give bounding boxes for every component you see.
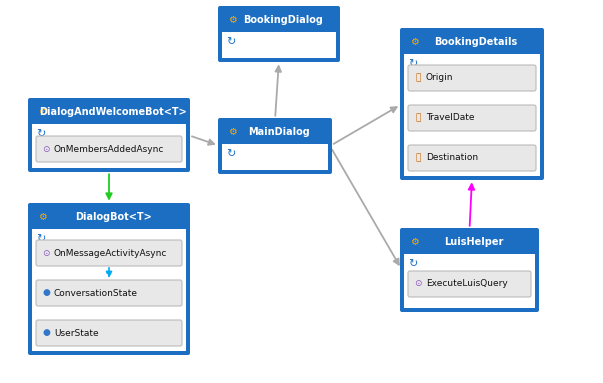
Text: LuisHelper: LuisHelper xyxy=(444,237,503,247)
FancyBboxPatch shape xyxy=(408,145,536,171)
Text: DialogAndWelcomeBot<T>: DialogAndWelcomeBot<T> xyxy=(39,107,187,117)
Text: DialogBot<T>: DialogBot<T> xyxy=(75,212,151,222)
Text: ⊙: ⊙ xyxy=(42,249,50,257)
Text: OnMembersAddedAsync: OnMembersAddedAsync xyxy=(54,144,165,154)
Text: ⚙: ⚙ xyxy=(410,237,418,247)
FancyBboxPatch shape xyxy=(218,118,332,174)
FancyBboxPatch shape xyxy=(36,240,182,266)
Text: ⚙: ⚙ xyxy=(38,212,47,222)
Text: Destination: Destination xyxy=(426,154,478,162)
FancyBboxPatch shape xyxy=(404,54,540,176)
Text: UserState: UserState xyxy=(54,329,99,337)
Text: 🔧: 🔧 xyxy=(415,113,421,123)
FancyBboxPatch shape xyxy=(36,320,182,346)
FancyBboxPatch shape xyxy=(404,254,535,308)
FancyBboxPatch shape xyxy=(32,207,186,229)
FancyBboxPatch shape xyxy=(222,32,336,58)
FancyBboxPatch shape xyxy=(32,124,186,168)
FancyBboxPatch shape xyxy=(404,32,540,54)
FancyBboxPatch shape xyxy=(36,280,182,306)
Text: MainDialog: MainDialog xyxy=(248,127,310,137)
FancyBboxPatch shape xyxy=(408,105,536,131)
FancyBboxPatch shape xyxy=(32,102,186,124)
Text: ↻: ↻ xyxy=(408,259,417,269)
FancyBboxPatch shape xyxy=(222,144,328,170)
FancyBboxPatch shape xyxy=(408,65,536,91)
Text: ConversationState: ConversationState xyxy=(54,288,138,298)
Text: ⚙: ⚙ xyxy=(228,15,237,25)
FancyBboxPatch shape xyxy=(222,122,328,144)
Text: ⚙: ⚙ xyxy=(410,37,418,47)
FancyBboxPatch shape xyxy=(400,228,539,312)
Text: 🔧: 🔧 xyxy=(415,154,421,162)
FancyBboxPatch shape xyxy=(218,6,340,62)
FancyBboxPatch shape xyxy=(222,10,336,32)
FancyBboxPatch shape xyxy=(36,136,182,162)
Text: 🔧: 🔧 xyxy=(415,74,421,82)
FancyBboxPatch shape xyxy=(28,203,190,355)
Text: ↻: ↻ xyxy=(226,37,235,47)
Text: ↻: ↻ xyxy=(408,59,417,69)
Text: ExecuteLuisQuery: ExecuteLuisQuery xyxy=(426,280,508,288)
Text: ⚙: ⚙ xyxy=(38,107,47,117)
Text: ↻: ↻ xyxy=(226,149,235,159)
Text: ●: ● xyxy=(42,329,50,337)
Text: BookingDialog: BookingDialog xyxy=(243,15,323,25)
Text: ⊙: ⊙ xyxy=(42,144,50,154)
Text: ↻: ↻ xyxy=(36,129,45,139)
Text: OnMessageActivityAsync: OnMessageActivityAsync xyxy=(54,249,168,257)
Text: ●: ● xyxy=(42,288,50,298)
Text: ⊙: ⊙ xyxy=(414,280,421,288)
Text: TravelDate: TravelDate xyxy=(426,113,475,123)
Text: BookingDetails: BookingDetails xyxy=(434,37,517,47)
Text: Origin: Origin xyxy=(426,74,453,82)
FancyBboxPatch shape xyxy=(28,98,190,172)
FancyBboxPatch shape xyxy=(408,271,531,297)
FancyBboxPatch shape xyxy=(404,232,535,254)
Text: ⚙: ⚙ xyxy=(228,127,237,137)
FancyBboxPatch shape xyxy=(32,229,186,351)
FancyBboxPatch shape xyxy=(400,28,544,180)
Text: ↻: ↻ xyxy=(36,234,45,244)
